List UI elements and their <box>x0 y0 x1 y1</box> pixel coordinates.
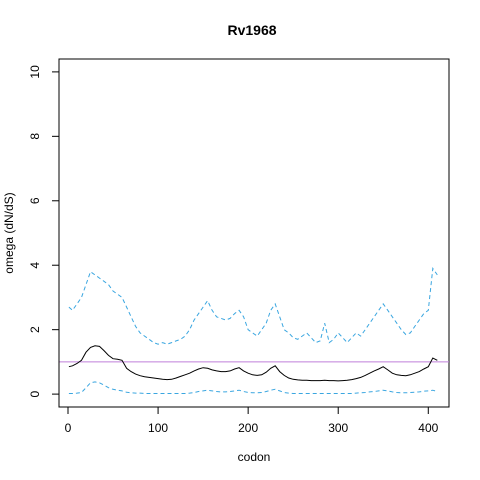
series-line-estimate <box>68 345 438 382</box>
series-line-lower <box>68 381 438 394</box>
series-line-upper <box>68 267 438 345</box>
x-tick-label: 400 <box>418 421 438 435</box>
series-layer <box>68 267 438 394</box>
y-tick-label: 8 <box>28 133 42 140</box>
x-tick-label: 300 <box>328 421 348 435</box>
x-tick-label: 0 <box>65 421 72 435</box>
chart-title: Rv1968 <box>227 22 276 38</box>
y-tick-label: 6 <box>28 197 42 204</box>
x-tick-label: 100 <box>148 421 168 435</box>
x-axis-title: codon <box>238 450 271 464</box>
plot-frame <box>58 58 450 408</box>
y-tick-label: 10 <box>28 65 42 79</box>
y-axis-title: omega (dN/dS) <box>2 192 16 273</box>
y-tick-label: 0 <box>28 390 42 397</box>
y-tick-label: 2 <box>28 326 42 333</box>
y-axis: 0 2 4 6 8 10 <box>28 65 60 397</box>
x-axis: 0 100 200 300 400 <box>65 406 439 435</box>
y-tick-label: 4 <box>28 262 42 269</box>
x-tick-label: 200 <box>238 421 258 435</box>
